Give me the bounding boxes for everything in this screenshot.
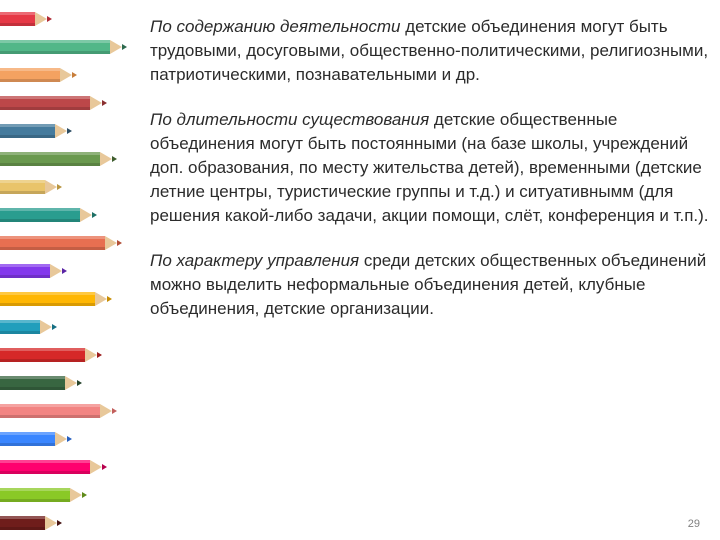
pencil-icon [0, 516, 63, 530]
pencil-wood-tip [90, 96, 102, 110]
pencil-wood-tip [100, 404, 112, 418]
pencil-body [0, 180, 45, 194]
pencil-body [0, 516, 45, 530]
pencil-lead-tip [112, 408, 117, 414]
pencil-body [0, 404, 100, 418]
pencil-lead-tip [67, 128, 72, 134]
pencil-icon [0, 12, 53, 26]
pencil-body [0, 12, 35, 26]
pencil-lead-tip [102, 464, 107, 470]
pencil-body [0, 348, 85, 362]
pencil-wood-tip [45, 516, 57, 530]
pencil-icon [0, 68, 78, 82]
pencil-body [0, 264, 50, 278]
pencil-lead-tip [72, 72, 77, 78]
pencil-wood-tip [55, 124, 67, 138]
pencil-icon [0, 404, 118, 418]
pencil-icon [0, 460, 108, 474]
pencil-body [0, 68, 60, 82]
paragraph-1: По содержанию деятельности детские объед… [150, 15, 715, 86]
pencil-lead-tip [77, 380, 82, 386]
pencil-wood-tip [95, 292, 107, 306]
pencil-icon [0, 376, 83, 390]
pencil-icon [0, 208, 98, 222]
pencil-body [0, 208, 80, 222]
pencil-lead-tip [67, 436, 72, 442]
pencil-icon [0, 320, 58, 334]
pencil-body [0, 320, 40, 334]
pencil-lead-tip [107, 296, 112, 302]
pencil-body [0, 40, 110, 54]
pencil-lead-tip [102, 100, 107, 106]
pencil-wood-tip [90, 460, 102, 474]
pencil-wood-tip [80, 208, 92, 222]
pencil-lead-tip [112, 156, 117, 162]
pencil-lead-tip [122, 44, 127, 50]
pencil-lead-tip [97, 352, 102, 358]
pencil-body [0, 376, 65, 390]
pencil-wood-tip [55, 432, 67, 446]
pencil-wood-tip [40, 320, 52, 334]
pencil-icon [0, 348, 103, 362]
pencil-decoration-column [0, 0, 140, 540]
pencil-body [0, 488, 70, 502]
pencil-lead-tip [52, 324, 57, 330]
pencil-icon [0, 124, 73, 138]
pencil-body [0, 236, 105, 250]
pencil-wood-tip [110, 40, 122, 54]
pencil-wood-tip [45, 180, 57, 194]
pencil-lead-tip [92, 212, 97, 218]
pencil-icon [0, 236, 123, 250]
pencil-wood-tip [35, 12, 47, 26]
pencil-wood-tip [85, 348, 97, 362]
p1-lead: По содержанию деятельности [150, 17, 400, 36]
pencil-icon [0, 96, 108, 110]
pencil-body [0, 124, 55, 138]
pencil-icon [0, 264, 68, 278]
p3-lead: По характеру управления [150, 251, 359, 270]
slide-container: По содержанию деятельности детские объед… [0, 0, 720, 540]
pencil-lead-tip [62, 268, 67, 274]
pencil-wood-tip [50, 264, 62, 278]
pencil-wood-tip [60, 68, 72, 82]
pencil-wood-tip [105, 236, 117, 250]
paragraph-2: По длительности существования детские об… [150, 108, 715, 227]
pencil-icon [0, 180, 63, 194]
pencil-body [0, 292, 95, 306]
pencil-lead-tip [117, 240, 122, 246]
paragraph-3: По характеру управления среди детских об… [150, 249, 715, 320]
page-number: 29 [688, 518, 700, 530]
pencil-wood-tip [100, 152, 112, 166]
pencil-icon [0, 40, 128, 54]
pencil-body [0, 460, 90, 474]
pencil-lead-tip [57, 184, 62, 190]
pencil-wood-tip [65, 376, 77, 390]
pencil-icon [0, 292, 113, 306]
pencil-wood-tip [70, 488, 82, 502]
pencil-icon [0, 432, 73, 446]
pencil-body [0, 432, 55, 446]
pencil-lead-tip [47, 16, 52, 22]
pencil-body [0, 96, 90, 110]
pencil-icon [0, 152, 118, 166]
text-content: По содержанию деятельности детские объед… [150, 15, 715, 343]
pencil-body [0, 152, 100, 166]
p2-lead: По длительности существования [150, 110, 429, 129]
pencil-lead-tip [57, 520, 62, 526]
pencil-icon [0, 488, 88, 502]
pencil-lead-tip [82, 492, 87, 498]
